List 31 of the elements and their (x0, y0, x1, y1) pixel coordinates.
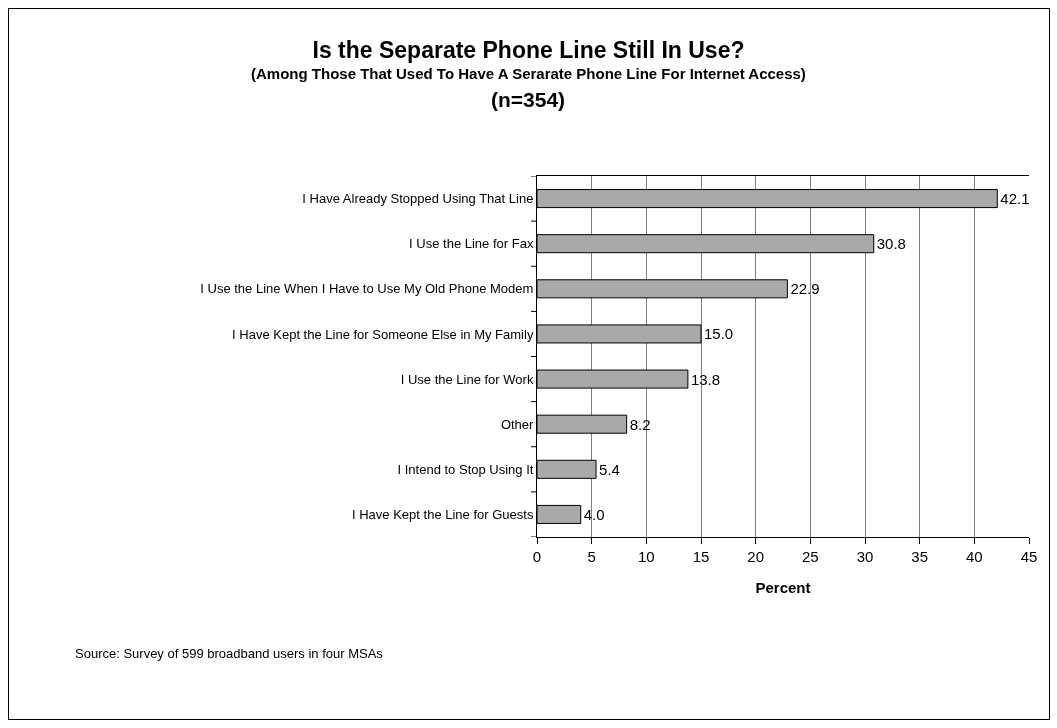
data-label: 5.4 (599, 460, 620, 478)
x-tick-label: 40 (965, 548, 983, 565)
source-note: Source: Survey of 599 broadband users in four MSAs (75, 646, 384, 661)
y-tick-label: I Intend to Stop Using It (397, 461, 534, 477)
data-label: 15.0 (704, 325, 734, 343)
x-axis-title: Percent (755, 579, 811, 596)
data-label: 13.8 (690, 370, 721, 388)
y-tick-label: I Use the Line for Work (400, 371, 534, 387)
y-tick-label: I Use the Line for Fax (409, 236, 534, 252)
x-tick-label: 35 (911, 548, 929, 565)
data-label: 8.2 (629, 415, 651, 433)
x-tick-label: 0 (532, 548, 542, 565)
y-tick-label: I Use the Line When I Have to Use My Old Phone Modem (200, 281, 534, 297)
chart-subtitle: (Among Those That Used To Have A Serarate Phone Line For Internet Access) (251, 65, 806, 82)
x-tick-label: 15 (692, 548, 710, 565)
text: (n=354) (491, 88, 566, 111)
x-tick-label: 30 (856, 548, 874, 565)
chart-title: Is the Separate Phone Line Still In Use? (312, 37, 745, 64)
y-tick-label: I Have Already Stopped Using That Line (302, 191, 534, 207)
x-tick-label: 20 (747, 548, 765, 565)
data-label: 4.0 (583, 505, 605, 523)
y-tick-label: Other (500, 416, 535, 432)
data-label: 30.8 (876, 235, 906, 253)
data-label: 42.1 (1000, 190, 1030, 208)
x-tick-label: 10 (637, 548, 655, 565)
x-tick-label: 45 (1020, 548, 1038, 565)
x-tick-label: 25 (801, 548, 819, 565)
data-label: 22.9 (790, 280, 820, 298)
y-tick-label: I Have Kept the Line for Someone Else in My Family (232, 326, 534, 342)
y-tick-label: I Have Kept the Line for Guests (352, 506, 534, 522)
x-tick-label: 5 (587, 548, 596, 565)
